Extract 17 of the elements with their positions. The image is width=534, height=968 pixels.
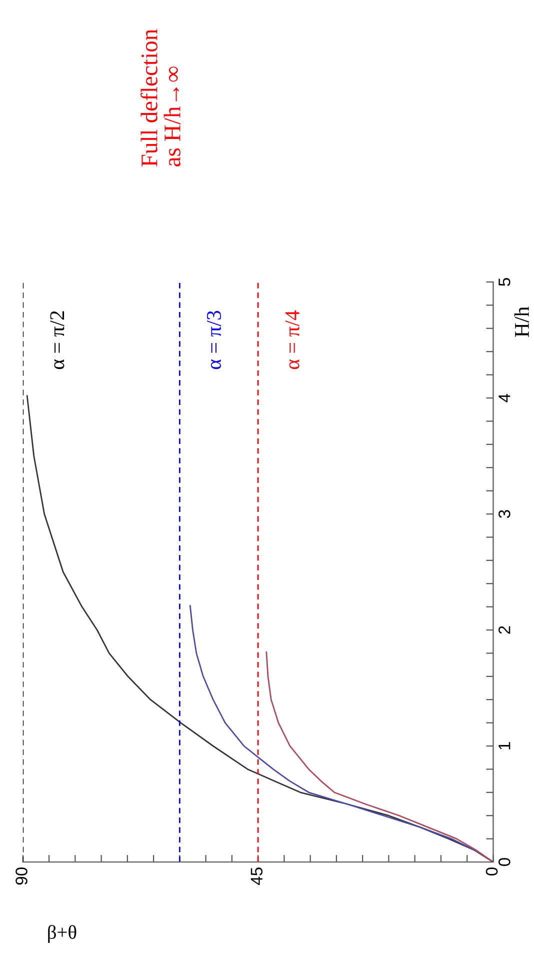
ref-line-label: α = π/3	[207, 310, 221, 370]
text: Full deflection as H/h→∞	[140, 29, 180, 166]
y-axis-title: H/h	[514, 306, 529, 338]
y-tick-label: 1	[498, 742, 510, 750]
y-tick-label: 5	[498, 278, 510, 286]
y-tick-label: 4	[498, 394, 510, 402]
line-series	[266, 651, 494, 862]
x-tick-label: 45	[250, 868, 263, 886]
x-axis-title: β+θ	[48, 925, 76, 943]
x-tick-label: 0	[486, 868, 498, 876]
line-series	[189, 604, 494, 862]
y-tick-label: 3	[498, 510, 510, 518]
x-tick-label: 90	[16, 868, 28, 885]
ref-line-label: α = π/2	[50, 311, 64, 370]
y-tick-label: 0	[498, 858, 510, 866]
y-tick-label: 2	[498, 626, 510, 634]
ref-line-label: α = π/4	[285, 310, 300, 370]
